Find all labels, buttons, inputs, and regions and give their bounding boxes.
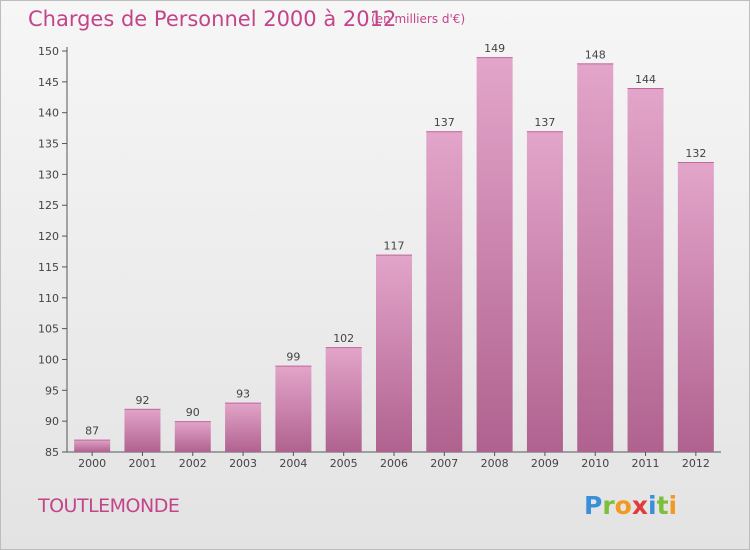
bar xyxy=(476,57,513,453)
chart-title: Charges de Personnel 2000 à 2012 xyxy=(28,7,397,31)
bar xyxy=(677,162,714,453)
commune-name: TOUTLEMONDE xyxy=(38,495,180,517)
bar-value-label: 137 xyxy=(434,116,455,129)
y-tick-label: 100 xyxy=(38,353,59,366)
chart-subtitle: (en milliers d'€) xyxy=(371,12,466,26)
x-tick-label: 2011 xyxy=(632,457,660,470)
bar xyxy=(124,408,161,452)
bar-value-label: 99 xyxy=(286,351,300,364)
x-tick-label: 2002 xyxy=(179,457,207,470)
x-tick-label: 2004 xyxy=(279,457,307,470)
logo-letter: P xyxy=(584,491,603,520)
bar-value-label: 93 xyxy=(236,388,250,401)
bar xyxy=(376,254,412,452)
y-tick-label: 145 xyxy=(38,76,59,89)
x-tick-label: 2008 xyxy=(481,457,509,470)
logo-letter: r xyxy=(602,491,615,520)
x-tick-label: 2005 xyxy=(330,457,358,470)
bar-value-label: 144 xyxy=(635,73,656,86)
x-tick-label: 2009 xyxy=(531,457,559,470)
proxiti-logo[interactable]: Proxiti xyxy=(584,491,677,520)
bar xyxy=(526,131,563,452)
y-tick-label: 120 xyxy=(38,230,59,243)
bar-value-label: 137 xyxy=(534,116,555,129)
x-tick-label: 2001 xyxy=(128,457,156,470)
logo-letter: t xyxy=(656,491,669,520)
bar xyxy=(174,421,211,452)
bar-value-label: 87 xyxy=(85,425,99,438)
x-tick-label: 2006 xyxy=(380,457,408,470)
y-tick-label: 85 xyxy=(45,446,59,459)
y-tick-label: 95 xyxy=(45,384,59,397)
logo-letter: i xyxy=(668,491,678,520)
bar-value-label: 148 xyxy=(585,48,606,61)
y-tick-label: 130 xyxy=(38,168,59,181)
y-tick-label: 140 xyxy=(38,107,59,120)
bar-value-label: 92 xyxy=(135,394,149,407)
x-tick-label: 2010 xyxy=(581,457,609,470)
bar xyxy=(426,131,463,452)
bar xyxy=(627,88,664,452)
bar-value-label: 90 xyxy=(186,406,200,419)
x-tick-label: 2012 xyxy=(682,457,710,470)
y-tick-label: 90 xyxy=(45,415,59,428)
x-tick-label: 2007 xyxy=(430,457,458,470)
bar xyxy=(225,402,262,452)
y-tick-label: 110 xyxy=(38,292,59,305)
bar xyxy=(74,439,111,452)
logo-letter: x xyxy=(631,491,648,520)
bar xyxy=(577,63,614,452)
x-tick-label: 2003 xyxy=(229,457,257,470)
x-tick-label: 2000 xyxy=(78,457,106,470)
y-tick-label: 125 xyxy=(38,199,59,212)
bar xyxy=(325,347,362,452)
bar xyxy=(275,365,312,452)
logo-letter: o xyxy=(614,491,632,520)
bar-value-label: 149 xyxy=(484,42,505,55)
logo-letter: i xyxy=(648,491,657,520)
y-tick-label: 135 xyxy=(38,138,59,151)
y-tick-label: 150 xyxy=(38,45,59,58)
bar-value-label: 102 xyxy=(333,332,354,345)
bar-value-label: 117 xyxy=(384,240,405,253)
bar-value-label: 132 xyxy=(685,147,706,160)
y-tick-label: 115 xyxy=(38,261,59,274)
y-tick-label: 105 xyxy=(38,323,59,336)
